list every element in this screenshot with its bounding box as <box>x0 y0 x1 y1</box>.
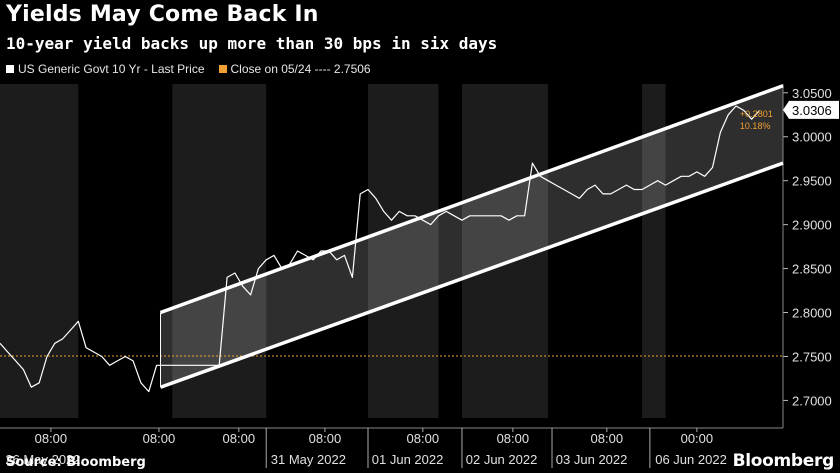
chart-subtitle: 10-year yield backs up more than 30 bps … <box>6 34 498 53</box>
trend-channel-fill <box>160 85 783 388</box>
x-day-label: 03 Jun 2022 <box>556 452 628 467</box>
x-tick-label: 08:00 <box>223 431 256 446</box>
y-tick-label: 2.7000 <box>792 393 832 408</box>
source-note: Source: Bloomberg <box>6 455 146 470</box>
change-pct-annotation: 10.18% <box>740 121 771 131</box>
y-tick-label: 2.8500 <box>792 262 832 277</box>
series-line-10yr <box>0 105 760 393</box>
y-tick-label: 3.0000 <box>792 130 832 145</box>
x-tick-label: 08:00 <box>497 431 530 446</box>
last-price-label: 3.0306 <box>792 103 832 118</box>
x-tick-label: 00:00 <box>681 431 714 446</box>
legend: US Generic Govt 10 Yr - Last Price Close… <box>6 62 379 76</box>
x-tick-label: 08:00 <box>591 431 624 446</box>
chart-title: Yields May Come Back In <box>6 2 319 27</box>
legend-item-close: Close on 05/24 ---- 2.7506 <box>218 62 371 76</box>
legend-label-series: US Generic Govt 10 Yr - Last Price <box>18 62 205 76</box>
x-day-label: 31 May 2022 <box>271 452 346 467</box>
session-band <box>642 84 666 418</box>
y-tick-label: 2.9500 <box>792 174 832 189</box>
y-tick-label: 2.9000 <box>792 218 832 233</box>
x-day-label: 02 Jun 2022 <box>466 452 538 467</box>
legend-swatch-series <box>6 65 14 73</box>
trend-lower-line <box>159 161 784 389</box>
y-tick-label: 2.7500 <box>792 349 832 364</box>
legend-label-close: Close on 05/24 ---- 2.7506 <box>230 62 371 76</box>
x-tick-label: 08:00 <box>309 431 342 446</box>
change-annotation: +0.2801 <box>740 109 773 119</box>
legend-item-series: US Generic Govt 10 Yr - Last Price <box>6 62 205 76</box>
x-tick-label: 08:00 <box>35 431 68 446</box>
session-band <box>0 84 79 418</box>
x-day-label: 01 Jun 2022 <box>372 452 444 467</box>
legend-swatch-close <box>218 65 227 73</box>
x-day-label: 26 May 2022 <box>5 452 80 467</box>
trend-upper-line <box>159 84 784 315</box>
session-band <box>368 84 439 418</box>
y-tick-label: 3.0500 <box>792 86 832 101</box>
x-day-label: 06 Jun 2022 <box>655 452 727 467</box>
brand-logo: Bloomberg <box>732 451 835 471</box>
x-tick-label: 08:00 <box>143 431 176 446</box>
last-price-box <box>783 100 839 119</box>
x-tick-label: 08:00 <box>407 431 440 446</box>
y-tick-label: 2.8000 <box>792 306 832 321</box>
